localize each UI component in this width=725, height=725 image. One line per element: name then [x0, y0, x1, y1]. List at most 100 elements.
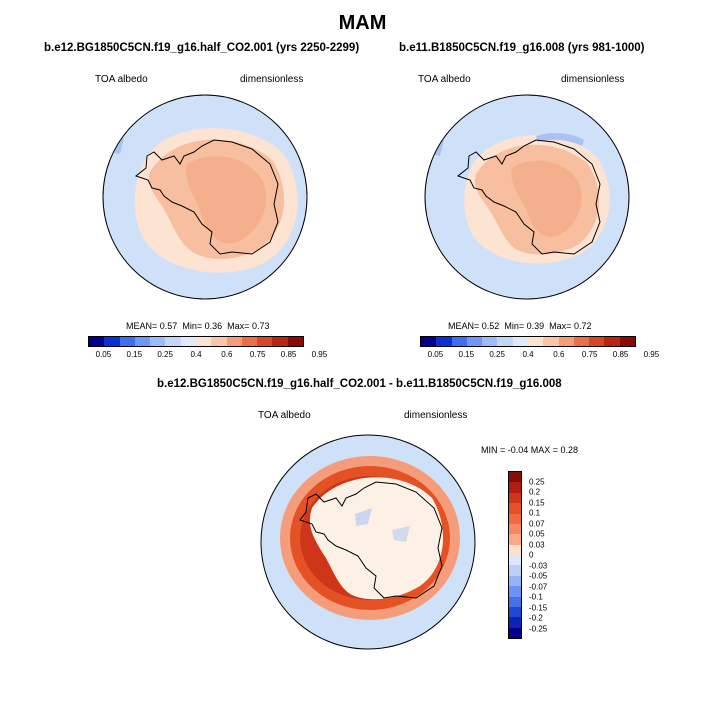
- colorbar-tick-label: 0.6: [221, 350, 233, 359]
- colorbar-swatch: [619, 337, 635, 346]
- colorbar-swatch: [527, 337, 544, 346]
- colorbar-swatch: [573, 337, 590, 346]
- diff-panel-minmax: MIN = -0.04 MAX = 0.28: [481, 445, 579, 455]
- colorbar-swatch: [509, 555, 521, 566]
- panel-2-title: b.e11.B1850C5CN.f19_g16.008 (yrs 981-100…: [399, 42, 645, 54]
- colorbar-tick-label: 0.95: [311, 350, 328, 359]
- colorbar-tick-label: 0.2: [529, 487, 541, 497]
- panel-1-mean-label: MEAN=: [126, 321, 158, 331]
- colorbar-swatch: [509, 586, 521, 597]
- diff-colorbar: [508, 471, 522, 639]
- figure-title: MAM: [338, 12, 387, 34]
- diff-panel-variable: TOA albedo: [258, 410, 311, 421]
- colorbar-swatch: [509, 627, 521, 638]
- panel-2-variable: TOA albedo: [418, 74, 471, 85]
- colorbar-swatch: [180, 337, 196, 346]
- panel-2-units: dimensionless: [561, 74, 625, 85]
- panel-2-mean-label: MEAN=: [448, 321, 480, 331]
- diff-colorbar-ticks: 0.25 0.2 0.15 0.1 0.07 0.05 0.03 0 -0.03 -0.05 -0.…: [529, 471, 569, 639]
- colorbar-swatch: [497, 337, 513, 346]
- colorbar-tick-label: 0.05: [95, 350, 112, 359]
- colorbar-swatch: [509, 534, 521, 545]
- colorbar-swatch: [509, 617, 521, 628]
- colorbar-swatch: [509, 606, 521, 618]
- panel-2-colorbar-ticks: 0.05 0.15 0.25 0.4 0.6 0.75 0.85 0.95: [420, 350, 660, 362]
- panel-2-max-label: Max=: [549, 321, 572, 331]
- colorbar-swatch: [119, 337, 135, 346]
- panel-1-stats: MEAN= 0.57 Min= 0.36 Max= 0.73: [126, 321, 269, 331]
- colorbar-swatch: [509, 544, 521, 555]
- colorbar-tick-label: -0.1: [529, 592, 543, 602]
- colorbar-tick-label: 0.15: [529, 498, 545, 507]
- colorbar-swatch: [509, 503, 521, 514]
- colorbar-swatch: [509, 472, 521, 483]
- panel-1-min-label: Min=: [182, 321, 203, 331]
- colorbar-tick-label: 0.85: [280, 350, 297, 359]
- panel-1-colorbar: [88, 336, 304, 347]
- panel-1-max-label: Max=: [227, 321, 250, 331]
- panel-2-min-label: Min=: [504, 321, 525, 331]
- colorbar-swatch: [287, 337, 303, 346]
- colorbar-tick-label: 0.4: [190, 350, 202, 359]
- panel-1-max: 0.73: [251, 321, 270, 331]
- panel-1-map: [102, 94, 308, 300]
- panel-1-mean: 0.57: [159, 321, 178, 331]
- panel-2-max: 0.72: [573, 321, 592, 331]
- colorbar-tick-label: 0.05: [529, 529, 545, 539]
- colorbar-swatch: [589, 337, 605, 346]
- colorbar-tick-label: 0.05: [427, 350, 444, 359]
- colorbar-swatch: [604, 337, 620, 346]
- colorbar-swatch: [509, 596, 521, 607]
- colorbar-swatch: [150, 337, 166, 346]
- colorbar-tick-label: -0.2: [529, 613, 543, 623]
- colorbar-tick-label: 0.25: [157, 350, 173, 359]
- colorbar-tick-label: 0.95: [643, 350, 660, 359]
- colorbar-tick-label: -0.25: [529, 624, 548, 633]
- colorbar-tick-label: 0.25: [529, 477, 545, 486]
- panel-1-variable: TOA albedo: [95, 74, 148, 85]
- colorbar-swatch: [509, 523, 521, 535]
- colorbar-swatch: [509, 482, 521, 493]
- colorbar-tick-label: 0.1: [529, 508, 541, 518]
- panel-2-mean: 0.52: [481, 321, 500, 331]
- colorbar-swatch: [241, 337, 258, 346]
- panel-1-colorbar-ticks: 0.05 0.15 0.25 0.4 0.6 0.75 0.85 0.95: [88, 350, 328, 362]
- colorbar-tick-label: 0.75: [249, 350, 266, 359]
- diff-panel-map: [260, 434, 476, 650]
- colorbar-tick-label: -0.05: [529, 571, 548, 581]
- panel-2-colorbar: [420, 336, 636, 347]
- colorbar-swatch: [558, 337, 574, 346]
- diff-panel-title: b.e12.BG1850C5CN.f19_g16.half_CO2.001 - …: [157, 378, 562, 390]
- panel-1-title: b.e12.BG1850C5CN.f19_g16.half_CO2.001 (y…: [44, 42, 360, 54]
- panel-1-units: dimensionless: [240, 74, 304, 85]
- colorbar-swatch: [509, 492, 521, 504]
- colorbar-swatch: [226, 337, 242, 346]
- colorbar-swatch: [89, 337, 105, 346]
- colorbar-swatch: [421, 337, 437, 346]
- colorbar-swatch: [134, 337, 151, 346]
- colorbar-swatch: [482, 337, 498, 346]
- colorbar-swatch: [257, 337, 273, 346]
- colorbar-tick-label: 0.75: [581, 350, 598, 359]
- colorbar-swatch: [211, 337, 227, 346]
- colorbar-tick-label: -0.07: [529, 582, 548, 591]
- colorbar-tick-label: 0.03: [529, 540, 545, 549]
- colorbar-swatch: [165, 337, 181, 346]
- colorbar-swatch: [195, 337, 212, 346]
- colorbar-swatch: [436, 337, 452, 346]
- colorbar-swatch: [509, 565, 521, 576]
- colorbar-swatch: [104, 337, 120, 346]
- panel-2-stats: MEAN= 0.52 Min= 0.39 Max= 0.72: [448, 321, 591, 331]
- colorbar-tick-label: 0.85: [612, 350, 629, 359]
- colorbar-swatch: [272, 337, 288, 346]
- colorbar-tick-label: 0.25: [489, 350, 505, 359]
- colorbar-tick-label: 0.6: [553, 350, 565, 359]
- colorbar-swatch: [466, 337, 483, 346]
- colorbar-tick-label: 0: [529, 550, 534, 560]
- colorbar-tick-label: 0.07: [529, 519, 545, 528]
- colorbar-swatch: [509, 513, 521, 524]
- colorbar-swatch: [509, 575, 521, 587]
- colorbar-tick-label: 0.15: [458, 350, 475, 359]
- panel-1-min: 0.36: [204, 321, 223, 331]
- colorbar-swatch: [512, 337, 528, 346]
